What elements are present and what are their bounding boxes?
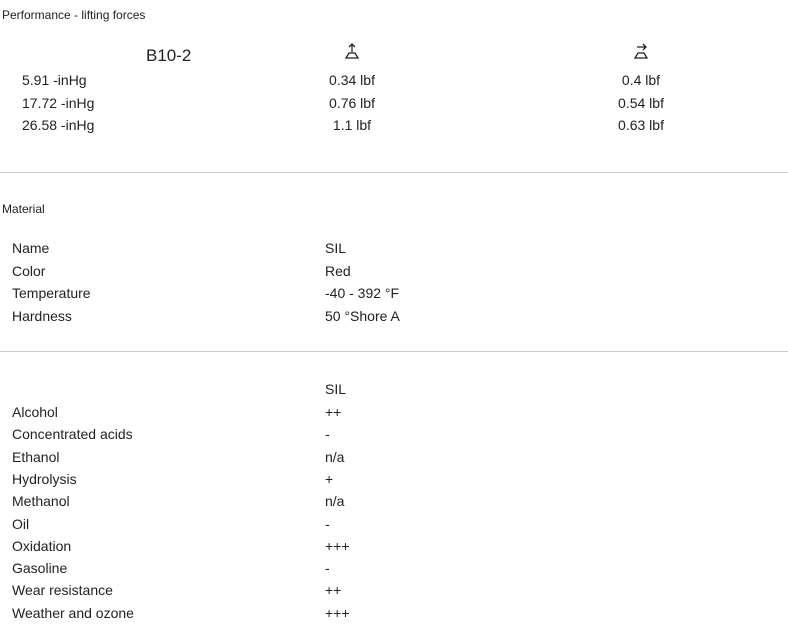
vertical-force: 1.1 lbf xyxy=(332,117,372,133)
resistance-label: Wear resistance xyxy=(12,582,113,599)
model-name: B10-2 xyxy=(146,46,192,65)
resistance-value: - xyxy=(325,560,330,577)
material-value: SIL xyxy=(325,240,347,256)
horizontal-force: 0.63 lbf xyxy=(618,117,664,133)
resistance-value: - xyxy=(325,515,330,532)
material-value: 50 °Shore A xyxy=(325,307,400,324)
vacuum-level: 26.58 -inHg xyxy=(22,117,95,133)
resistance-label: Oxidation xyxy=(12,537,72,554)
resistance-value: n/a xyxy=(325,493,345,510)
resistance-label: Methanol xyxy=(12,493,70,510)
vacuum-level: 17.72 -inHg xyxy=(22,94,95,111)
resistance-label: Gasoline xyxy=(12,560,68,577)
vertical-force: 0.76 lbf xyxy=(329,94,375,111)
divider xyxy=(0,172,788,173)
material-value: Red xyxy=(325,262,351,279)
suction-cup-horizontal-force-icon xyxy=(633,43,649,59)
resistance-label: Concentrated acids xyxy=(12,426,133,443)
material-label: Hardness xyxy=(12,307,72,324)
performance-title: Performance - lifting forces xyxy=(2,8,146,22)
resistance-value: ++ xyxy=(325,582,342,599)
resistance-label: Hydrolysis xyxy=(12,470,77,487)
material-title: Material xyxy=(2,202,45,216)
material-label: Name xyxy=(12,240,50,256)
resistance-value: n/a xyxy=(325,448,345,465)
resistance-label: Ethanol xyxy=(12,448,60,465)
resistance-value: +++ xyxy=(325,537,350,554)
resistance-label: Alcohol xyxy=(12,404,58,420)
resistance-value: +++ xyxy=(325,604,350,621)
resistance-value: - xyxy=(325,426,330,443)
vertical-force: 0.34 lbf xyxy=(329,72,375,88)
vacuum-level: 5.91 -inHg xyxy=(22,72,87,88)
resistance-label: Weather and ozone xyxy=(12,604,134,621)
horizontal-force: 0.4 lbf xyxy=(621,72,661,88)
material-label: Temperature xyxy=(12,285,91,301)
suction-cup-vertical-force-icon xyxy=(344,43,360,59)
resistance-label: Oil xyxy=(12,515,30,532)
horizontal-force: 0.54 lbf xyxy=(618,94,664,111)
resistance-header: SIL xyxy=(325,381,347,397)
divider xyxy=(0,351,788,352)
resistance-value: ++ xyxy=(325,404,342,420)
resistance-value: + xyxy=(325,470,334,487)
material-value: -40 - 392 °F xyxy=(325,285,400,301)
material-label: Color xyxy=(12,262,46,279)
